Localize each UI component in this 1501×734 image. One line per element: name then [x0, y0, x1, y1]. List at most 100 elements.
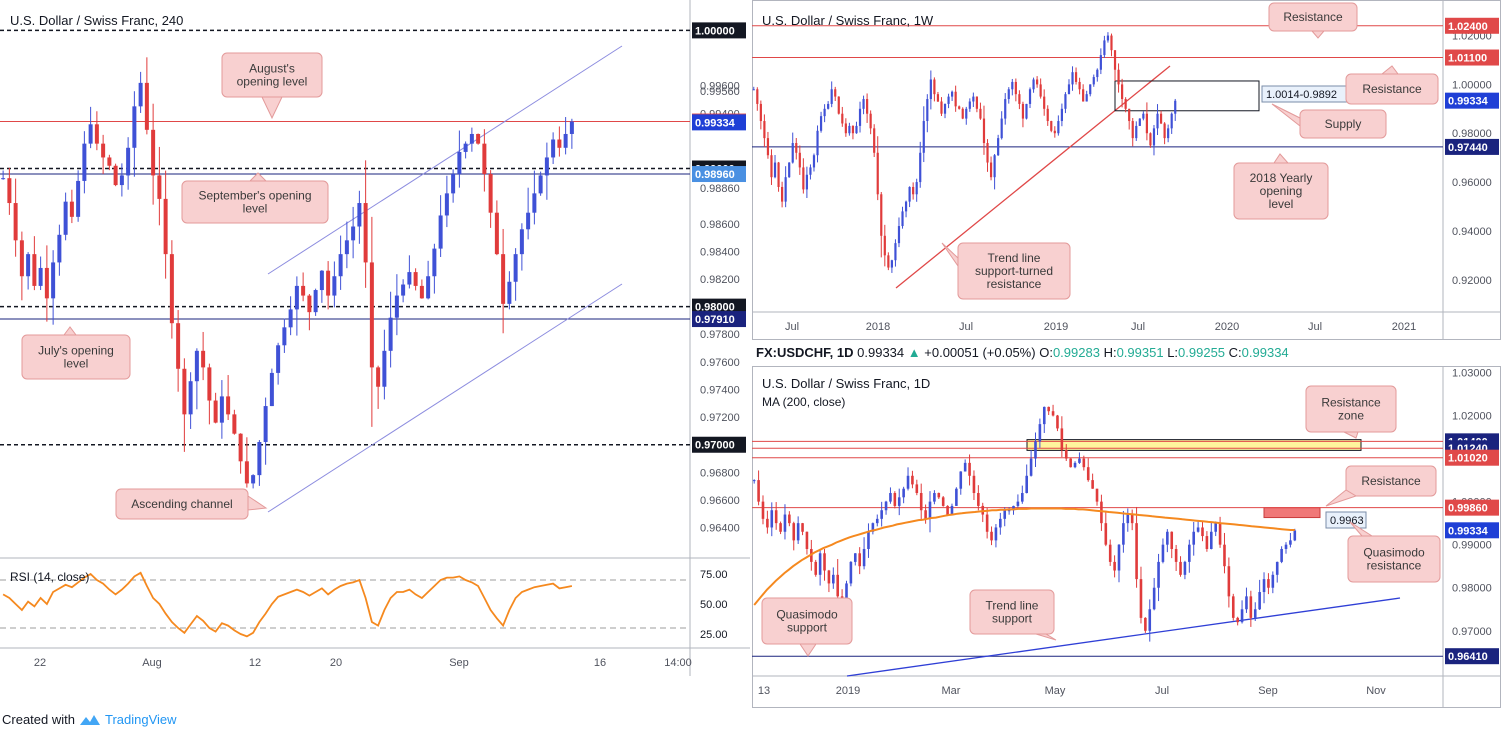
candle-body	[848, 125, 851, 134]
y-tick-label: 0.96600	[700, 495, 740, 507]
candle-body	[1046, 108, 1049, 122]
candle	[959, 471, 963, 495]
candle-body	[880, 194, 883, 236]
candle	[363, 160, 368, 288]
resistance-callout-right: Resistance	[1345, 65, 1439, 105]
candle-body	[213, 400, 218, 423]
candle-body	[783, 514, 787, 532]
candle	[469, 127, 474, 152]
candle	[1034, 432, 1037, 468]
candle	[1280, 546, 1283, 564]
candle-body	[426, 276, 431, 299]
chart-1w[interactable]: 1.020001.000000.980000.960000.940000.920…	[752, 0, 1501, 340]
candle	[44, 245, 49, 322]
candle-body	[1128, 108, 1131, 122]
candle-body	[873, 128, 876, 153]
candle-body	[936, 94, 940, 102]
price-label-bg	[1445, 522, 1499, 539]
candle	[282, 318, 287, 353]
candle-body	[551, 139, 556, 158]
candle	[834, 86, 837, 101]
candle-body	[796, 523, 800, 541]
candle	[773, 154, 777, 179]
candle	[897, 217, 901, 248]
chart-1d[interactable]: 1.030001.020001.000000.990000.980000.970…	[752, 366, 1501, 708]
candle	[219, 380, 224, 439]
candle-body	[961, 108, 964, 119]
price-label-bg	[1445, 49, 1499, 66]
candle	[426, 260, 431, 300]
candle	[1025, 464, 1028, 494]
candle	[1078, 77, 1081, 95]
candle-body	[51, 262, 56, 299]
candle-body	[1218, 523, 1222, 545]
price-label: 0.98000	[695, 302, 735, 314]
candle-body	[326, 270, 331, 296]
candle	[763, 114, 766, 148]
candle-body	[766, 138, 770, 156]
candle-body	[1214, 523, 1217, 532]
price-label-bg	[1445, 138, 1499, 155]
resistance-callout-right-tail	[1380, 65, 1399, 75]
candle	[929, 70, 932, 110]
candle-body	[906, 475, 910, 489]
candle-body	[1029, 458, 1033, 476]
candle	[376, 365, 381, 409]
candle	[954, 85, 957, 112]
candle-body	[332, 276, 337, 296]
candle	[893, 491, 897, 509]
candle	[777, 161, 780, 192]
candle-body	[855, 125, 858, 134]
candle-body	[544, 157, 549, 176]
candle-body	[1142, 113, 1145, 119]
trendline-support-callout-text: Trend line	[986, 599, 1039, 613]
candle-body	[201, 350, 206, 368]
candle	[783, 504, 787, 540]
candle	[276, 342, 281, 385]
candle-body	[1021, 103, 1025, 119]
candle	[13, 178, 18, 257]
chart-1w-panel[interactable]: 1.02000 1.00000 0.98000 0.96000 0.94000 0.920…	[752, 0, 1501, 340]
x-tick-label: Jul	[1131, 321, 1145, 333]
x-tick-label: Aug	[142, 657, 162, 669]
candle-body	[1064, 94, 1067, 109]
y-tick-label: 1.03000	[1452, 367, 1492, 379]
candle-body	[1099, 55, 1102, 70]
candle	[933, 490, 936, 505]
candle	[1179, 556, 1182, 577]
candle-body	[1170, 531, 1174, 549]
candle-body	[557, 139, 562, 148]
candle	[1057, 115, 1060, 136]
candle-body	[1149, 133, 1152, 146]
candle-body	[232, 414, 237, 434]
candle-body	[897, 226, 901, 244]
candle	[1050, 120, 1053, 133]
candle	[1060, 103, 1063, 127]
candle	[313, 288, 318, 316]
candle-body	[954, 91, 957, 107]
candle-body	[1163, 123, 1166, 139]
candle-body	[1078, 81, 1081, 90]
candle-body	[1082, 89, 1085, 102]
candle	[194, 348, 199, 410]
candle	[1085, 90, 1088, 102]
brand-label[interactable]: TradingView	[104, 712, 177, 727]
candle-body	[19, 240, 24, 277]
candle-body	[1121, 84, 1124, 100]
candle-body	[38, 267, 43, 286]
x-tick-label: Mar	[942, 685, 961, 697]
candle	[812, 153, 816, 172]
candle-body	[985, 514, 989, 532]
candle-body	[972, 475, 976, 494]
candle	[263, 397, 268, 465]
candle-body	[526, 212, 531, 230]
candle	[999, 512, 1002, 535]
price-label: 1.00000	[695, 25, 735, 37]
candle-body	[26, 254, 31, 277]
candle-body	[463, 143, 468, 152]
chart-1d-panel[interactable]: 1.030001.020001.000000.990000.980000.970…	[752, 366, 1501, 708]
candle	[796, 516, 800, 544]
